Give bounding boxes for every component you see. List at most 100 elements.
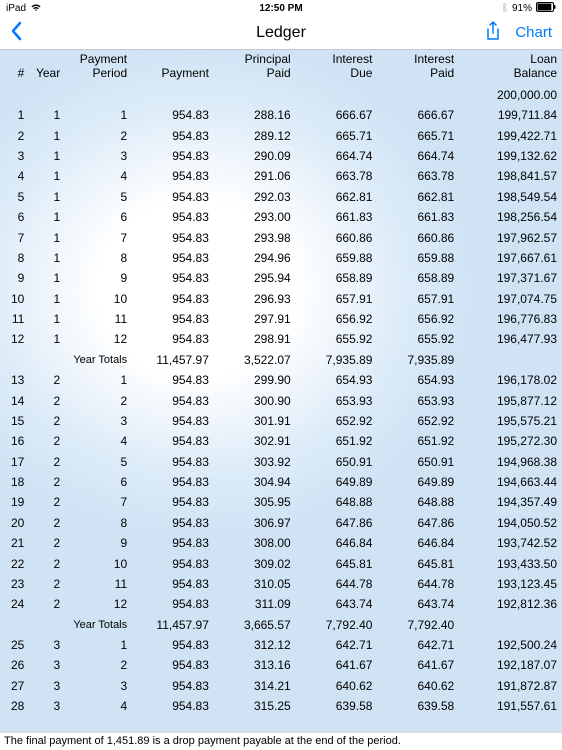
table-row: 2028954.83306.97647.86647.86194,050.52 — [0, 513, 562, 533]
cell-period: 1 — [65, 370, 132, 390]
cell-year: 2 — [29, 390, 65, 410]
cell-number: 16 — [0, 431, 29, 451]
cell-number: 1 — [0, 105, 29, 125]
cell-balance: 194,050.52 — [459, 513, 562, 533]
cell-number: 9 — [0, 268, 29, 288]
cell-period: 12 — [65, 594, 132, 614]
cell-interest-paid: 642.71 — [377, 635, 459, 655]
cell-period: 5 — [65, 452, 132, 472]
cell-interest-due: 654.93 — [296, 370, 378, 390]
table-row: 1523954.83301.91652.92652.92195,575.21 — [0, 411, 562, 431]
table-row: 2129954.83308.00646.84646.84193,742.52 — [0, 533, 562, 553]
cell-interest-due: 644.78 — [296, 574, 378, 594]
cell-number: 25 — [0, 635, 29, 655]
cell-number: 22 — [0, 553, 29, 573]
cell-interest-due: 656.92 — [296, 309, 378, 329]
cell-number: 10 — [0, 289, 29, 309]
cell-number: 8 — [0, 248, 29, 268]
table-row: 818954.83294.96659.88659.88197,667.61 — [0, 248, 562, 268]
cell-year: 2 — [29, 472, 65, 492]
cell-interest-due: 666.67 — [296, 105, 378, 125]
cell-interest-due: 646.84 — [296, 533, 378, 553]
cell-principal: 290.09 — [214, 146, 296, 166]
cell-number: 24 — [0, 594, 29, 614]
cell-interest-paid: 648.88 — [377, 492, 459, 512]
cell-period: 4 — [65, 431, 132, 451]
cell-payment: 954.83 — [132, 187, 214, 207]
cell-principal: 288.16 — [214, 105, 296, 125]
cell-principal: 303.92 — [214, 452, 296, 472]
ledger-table-container[interactable]: # Year PaymentPeriod Payment PrincipalPa… — [0, 50, 562, 732]
table-row: 2733954.83314.21640.62640.62191,872.87 — [0, 676, 562, 696]
cell-year: 1 — [29, 227, 65, 247]
cell-interest-due: 647.86 — [296, 513, 378, 533]
cell-payment: 954.83 — [132, 452, 214, 472]
cell-balance: 191,872.87 — [459, 676, 562, 696]
table-row: 24212954.83311.09643.74643.74192,812.36 — [0, 594, 562, 614]
chart-button[interactable]: Chart — [515, 24, 552, 41]
cell-payment: 954.83 — [132, 513, 214, 533]
back-button[interactable] — [10, 21, 22, 45]
table-row: 111954.83288.16666.67666.67199,711.84 — [0, 105, 562, 125]
cell-year: 2 — [29, 513, 65, 533]
cell-payment: 954.83 — [132, 268, 214, 288]
cell-interest-due: 661.83 — [296, 207, 378, 227]
table-row: 717954.83293.98660.86660.86197,962.57 — [0, 227, 562, 247]
cell-payment: 954.83 — [132, 207, 214, 227]
cell-year: 2 — [29, 533, 65, 553]
cell-principal: 310.05 — [214, 574, 296, 594]
cell-year: 3 — [29, 655, 65, 675]
cell-number: 13 — [0, 370, 29, 390]
cell-year: 1 — [29, 187, 65, 207]
cell-interest-due: 652.92 — [296, 411, 378, 431]
cell-period: 11 — [65, 309, 132, 329]
cell-payment: 954.83 — [132, 574, 214, 594]
table-row: 22210954.83309.02645.81645.81193,433.50 — [0, 553, 562, 573]
cell-payment: 954.83 — [132, 635, 214, 655]
cell-balance: 192,187.07 — [459, 655, 562, 675]
cell-year: 3 — [29, 676, 65, 696]
cell-interest-due: 663.78 — [296, 166, 378, 186]
share-button[interactable] — [485, 21, 501, 45]
status-left: iPad — [6, 2, 42, 15]
cell-balance: 198,549.54 — [459, 187, 562, 207]
cell-year: 1 — [29, 309, 65, 329]
cell-principal: 314.21 — [214, 676, 296, 696]
cell-year: 3 — [29, 635, 65, 655]
cell-payment: 954.83 — [132, 411, 214, 431]
cell-interest-paid: 649.89 — [377, 472, 459, 492]
cell-balance: 197,962.57 — [459, 227, 562, 247]
col-period: PaymentPeriod — [65, 50, 132, 85]
cell-number: 15 — [0, 411, 29, 431]
table-row: 23211954.83310.05644.78644.78193,123.45 — [0, 574, 562, 594]
cell-balance: 193,123.45 — [459, 574, 562, 594]
cell-interest-paid: 657.91 — [377, 289, 459, 309]
cell-balance: 193,742.52 — [459, 533, 562, 553]
cell-interest-due: 662.81 — [296, 187, 378, 207]
cell-number: 17 — [0, 452, 29, 472]
table-row: 515954.83292.03662.81662.81198,549.54 — [0, 187, 562, 207]
cell-principal: 299.90 — [214, 370, 296, 390]
cell-year: 1 — [29, 207, 65, 227]
cell-interest-due: 643.74 — [296, 594, 378, 614]
cell-period: 10 — [65, 289, 132, 309]
battery-percent: 91% — [512, 3, 532, 14]
cell-balance: 199,132.62 — [459, 146, 562, 166]
col-interest-paid: InterestPaid — [377, 50, 459, 85]
cell-number: 20 — [0, 513, 29, 533]
table-row: 1826954.83304.94649.89649.89194,663.44 — [0, 472, 562, 492]
nav-bar: Ledger Chart — [0, 16, 562, 50]
cell-interest-paid: 639.58 — [377, 696, 459, 716]
table-row: 212954.83289.12665.71665.71199,422.71 — [0, 126, 562, 146]
cell-interest-paid: 654.93 — [377, 370, 459, 390]
cell-period: 1 — [65, 105, 132, 125]
cell-interest-due: 657.91 — [296, 289, 378, 309]
bluetooth-icon: ᛒ — [502, 3, 508, 14]
cell-period: 3 — [65, 676, 132, 696]
cell-balance: 196,477.93 — [459, 329, 562, 349]
table-row: 2834954.83315.25639.58639.58191,557.61 — [0, 696, 562, 716]
cell-interest-paid: 643.74 — [377, 594, 459, 614]
table-row: 11111954.83297.91656.92656.92196,776.83 — [0, 309, 562, 329]
cell-balance: 195,877.12 — [459, 390, 562, 410]
table-row: 2632954.83313.16641.67641.67192,187.07 — [0, 655, 562, 675]
